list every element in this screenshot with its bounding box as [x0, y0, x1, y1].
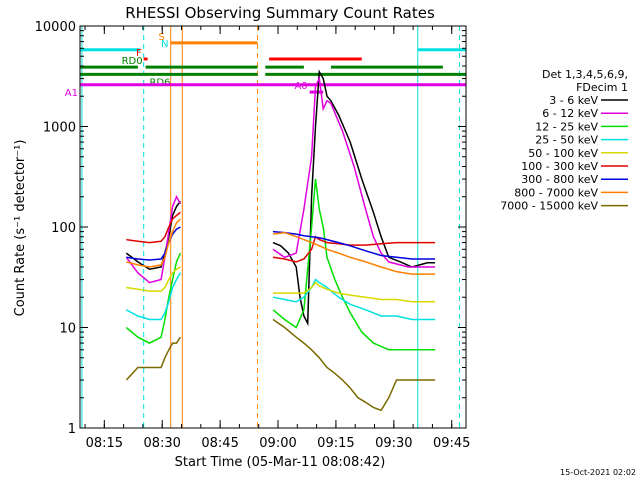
timestamp: 15-Oct-2021 02:02 — [560, 468, 636, 477]
y-tick-label: 10 — [59, 322, 76, 337]
series-line-12-25-kev — [125, 252, 182, 344]
x-tick-label: 09:15 — [317, 436, 354, 451]
y-axis-ticks: 1 10 100 1000 10000 — [35, 20, 466, 437]
chart-title: RHESSI Observing Summary Count Rates — [125, 4, 435, 22]
x-tick-label: 08:30 — [143, 436, 180, 451]
x-axis-label: Start Time (05-Mar-11 08:08:42) — [175, 455, 386, 470]
legend-label-800-7000-kev: 800 - 7000 keV — [514, 186, 598, 199]
x-tick-label: 09:45 — [433, 436, 470, 451]
x-tick-label: 09:30 — [375, 436, 412, 451]
series-line-100-300-kev — [126, 211, 181, 244]
series-line-50-100-kev — [273, 281, 436, 303]
legend-label-50-100-kev: 50 - 100 keV — [528, 147, 598, 160]
y-tick-label: 10000 — [35, 20, 76, 35]
series-line-800-7000-kev — [272, 231, 436, 275]
flag-label-s: S — [159, 32, 165, 43]
y-tick-label: 1000 — [43, 121, 76, 136]
y-tick-label: 1 — [68, 422, 76, 437]
flag-label-a0: A0 — [294, 81, 307, 92]
flag-label-rd0: RD0 — [122, 56, 143, 67]
legend-label-300-800-kev: 300 - 800 keV — [521, 173, 598, 186]
flag-label-f: F — [136, 48, 142, 59]
legend-label-7000-15000-kev: 7000 - 15000 keV — [500, 200, 598, 213]
x-tick-label: 08:15 — [86, 436, 123, 451]
y-tick-label: 100 — [51, 221, 76, 236]
legend-label-25-50-kev: 25 - 50 keV — [535, 134, 598, 147]
flag-label-a1: A1 — [65, 88, 78, 99]
y-axis-label: Count Rate (s⁻¹ detector⁻¹) — [13, 140, 28, 317]
series-line-800-7000-kev — [126, 218, 181, 268]
series-line-50-100-kev — [126, 266, 181, 292]
legend-label-6-12-kev: 6 - 12 keV — [542, 107, 598, 120]
legend-label-12-25-kev: 12 - 25 keV — [535, 120, 598, 133]
series-line-12-25-kev — [272, 178, 436, 351]
x-tick-label: 09:00 — [259, 436, 296, 451]
legend-label-3-6-kev: 3 - 6 keV — [549, 94, 598, 107]
series-line-7000-15000-kev — [272, 318, 436, 412]
series-line-100-300-kev — [272, 235, 436, 263]
series-line-25-50-kev — [272, 278, 436, 321]
series-line-3-6-kev — [272, 69, 436, 327]
series-line-300-800-kev — [126, 226, 181, 261]
series-line-300-800-kev — [272, 230, 436, 260]
series-line-7000-15000-kev — [125, 336, 182, 381]
flag-label-rd6: RD6 — [149, 77, 170, 88]
flag-label-n: N — [161, 39, 168, 50]
legend-header-line-2: FDecim 1 — [576, 81, 628, 94]
x-tick-label: 08:45 — [201, 436, 238, 451]
series-line-6-12-kev — [272, 75, 436, 268]
x-axis-ticks: 08:15 08:30 08:45 09:00 09:15 09:30 09:45 — [84, 26, 470, 451]
legend-label-100-300-kev: 100 - 300 keV — [521, 160, 598, 173]
series-line-25-50-kev — [125, 272, 182, 321]
legend-header-line-1: Det 1,3,4,5,6,9, — [542, 68, 628, 81]
